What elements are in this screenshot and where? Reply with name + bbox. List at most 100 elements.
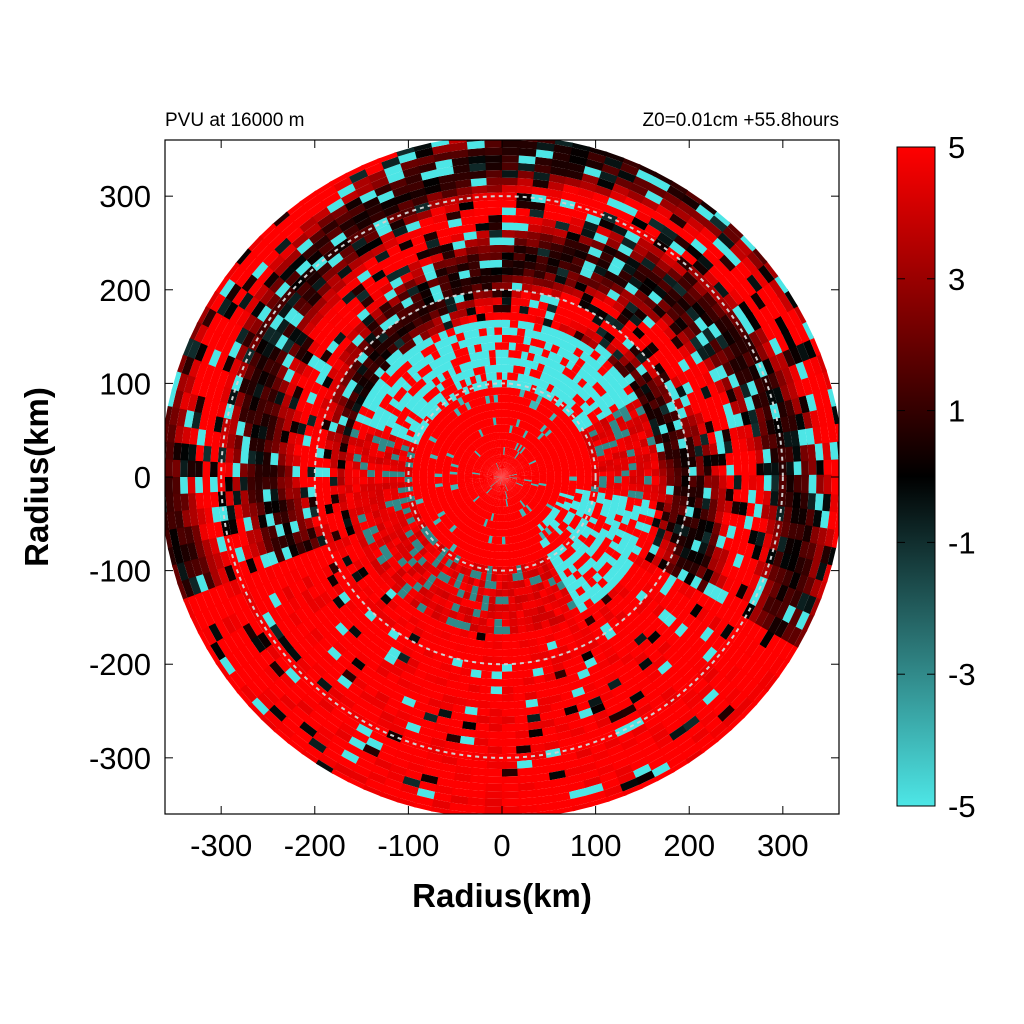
field-cell	[522, 515, 529, 524]
field-cell	[508, 481, 515, 486]
field-cell	[524, 359, 533, 369]
field-cell	[535, 308, 547, 318]
field-cell	[574, 661, 589, 673]
field-cell	[639, 505, 649, 516]
field-cell	[450, 486, 459, 491]
field-cell	[539, 476, 547, 480]
field-cell	[250, 515, 261, 532]
field-cell	[573, 739, 592, 752]
field-cell	[500, 289, 512, 298]
field-cell	[499, 439, 502, 448]
field-cell	[315, 457, 324, 469]
field-cell	[291, 409, 303, 425]
field-cell	[522, 486, 530, 491]
field-cell	[683, 535, 695, 550]
field-cell	[513, 451, 519, 459]
field-cell	[420, 419, 430, 429]
field-cell	[454, 186, 473, 197]
field-cell	[201, 397, 213, 417]
field-cell	[436, 235, 453, 246]
field-cell	[187, 460, 196, 480]
field-cell	[515, 468, 524, 473]
field-cell	[487, 477, 495, 478]
field-cell	[459, 523, 468, 532]
field-cell	[577, 298, 591, 311]
field-cell	[535, 492, 544, 498]
field-cell	[534, 254, 549, 265]
field-cell	[277, 488, 287, 502]
field-cell	[593, 708, 611, 722]
field-cell	[575, 435, 585, 444]
field-cell	[232, 490, 242, 508]
field-cell	[607, 677, 624, 691]
field-cell	[502, 477, 507, 483]
field-cell	[378, 282, 394, 296]
field-cell	[498, 484, 501, 492]
field-cell	[506, 490, 511, 499]
field-cell	[499, 514, 503, 522]
field-cell	[514, 722, 531, 732]
field-cell	[454, 495, 463, 502]
field-cell	[299, 477, 308, 489]
field-cell	[359, 423, 370, 434]
field-cell	[653, 433, 664, 445]
field-cell	[240, 449, 249, 466]
field-cell	[685, 631, 701, 648]
field-cell	[684, 435, 695, 448]
field-cell	[461, 728, 478, 738]
field-cell	[496, 472, 502, 477]
field-cell	[711, 464, 720, 477]
field-cell	[753, 625, 769, 645]
field-cell	[420, 538, 431, 548]
field-cell	[496, 566, 503, 575]
field-cell	[626, 496, 636, 505]
field-cell	[516, 320, 527, 330]
field-cell	[289, 626, 306, 644]
field-cell	[531, 498, 539, 506]
field-cell	[288, 544, 300, 559]
field-cell	[300, 589, 315, 605]
field-cell	[367, 210, 387, 225]
field-cell	[378, 684, 395, 698]
field-cell	[522, 430, 529, 439]
field-cell	[499, 469, 502, 477]
field-cell	[439, 513, 448, 522]
field-cell	[565, 420, 575, 429]
field-cell	[792, 443, 802, 462]
field-cell	[462, 238, 478, 248]
field-cell	[435, 620, 447, 632]
field-cell	[477, 328, 488, 337]
field-cell	[477, 421, 484, 430]
field-cell	[528, 645, 541, 655]
field-cell	[267, 276, 285, 295]
field-cell	[519, 639, 531, 649]
field-cell	[512, 237, 527, 247]
field-cell	[510, 497, 515, 505]
field-cell	[341, 669, 359, 684]
field-cell	[292, 531, 303, 546]
field-cell	[421, 231, 438, 243]
field-cell	[483, 518, 489, 527]
field-cell	[575, 187, 595, 200]
field-cell	[488, 470, 496, 474]
field-cell	[480, 454, 487, 462]
field-cell	[529, 193, 547, 204]
field-cell	[226, 433, 236, 451]
field-cell	[446, 640, 459, 651]
field-cell	[517, 455, 525, 462]
field-cell	[457, 482, 466, 487]
field-cell	[410, 675, 426, 688]
field-cell	[599, 476, 607, 483]
field-cell	[560, 486, 569, 491]
field-cell	[457, 388, 466, 398]
field-cell	[496, 455, 499, 463]
field-cell	[502, 475, 510, 477]
field-cell	[287, 396, 300, 412]
field-cell	[568, 319, 581, 331]
field-cell	[266, 254, 285, 274]
field-cell	[397, 487, 406, 495]
field-cell	[699, 432, 710, 446]
field-cell	[734, 566, 748, 584]
field-cell	[672, 396, 684, 410]
field-cell	[440, 630, 453, 642]
